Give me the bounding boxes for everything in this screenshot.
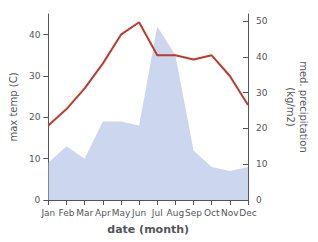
svg-text:Mar: Mar: [76, 208, 93, 218]
svg-text:20: 20: [256, 123, 268, 133]
svg-text:30: 30: [29, 71, 41, 81]
svg-text:max temp (C): max temp (C): [8, 72, 19, 141]
svg-text:Jun: Jun: [131, 208, 146, 218]
svg-text:Nov: Nov: [221, 208, 239, 218]
svg-text:Jul: Jul: [151, 208, 163, 218]
svg-text:30: 30: [256, 88, 268, 98]
svg-text:date (month): date (month): [107, 223, 189, 236]
svg-text:(kg/m2): (kg/m2): [285, 87, 296, 127]
svg-text:20: 20: [29, 112, 41, 122]
svg-text:10: 10: [29, 154, 41, 164]
svg-text:Apr: Apr: [95, 208, 111, 218]
svg-text:Sep: Sep: [185, 208, 202, 218]
svg-text:Oct: Oct: [204, 208, 220, 218]
svg-text:0: 0: [256, 195, 262, 205]
svg-text:50: 50: [256, 16, 268, 26]
svg-text:0: 0: [35, 195, 41, 205]
svg-text:Aug: Aug: [167, 208, 185, 218]
svg-text:May: May: [112, 208, 131, 218]
svg-text:Feb: Feb: [59, 208, 75, 218]
svg-text:Dec: Dec: [239, 208, 256, 218]
svg-text:40: 40: [29, 30, 41, 40]
svg-text:med. precipitation: med. precipitation: [298, 61, 309, 153]
svg-text:Jan: Jan: [40, 208, 55, 218]
svg-text:40: 40: [256, 52, 268, 62]
svg-text:10: 10: [256, 159, 268, 169]
